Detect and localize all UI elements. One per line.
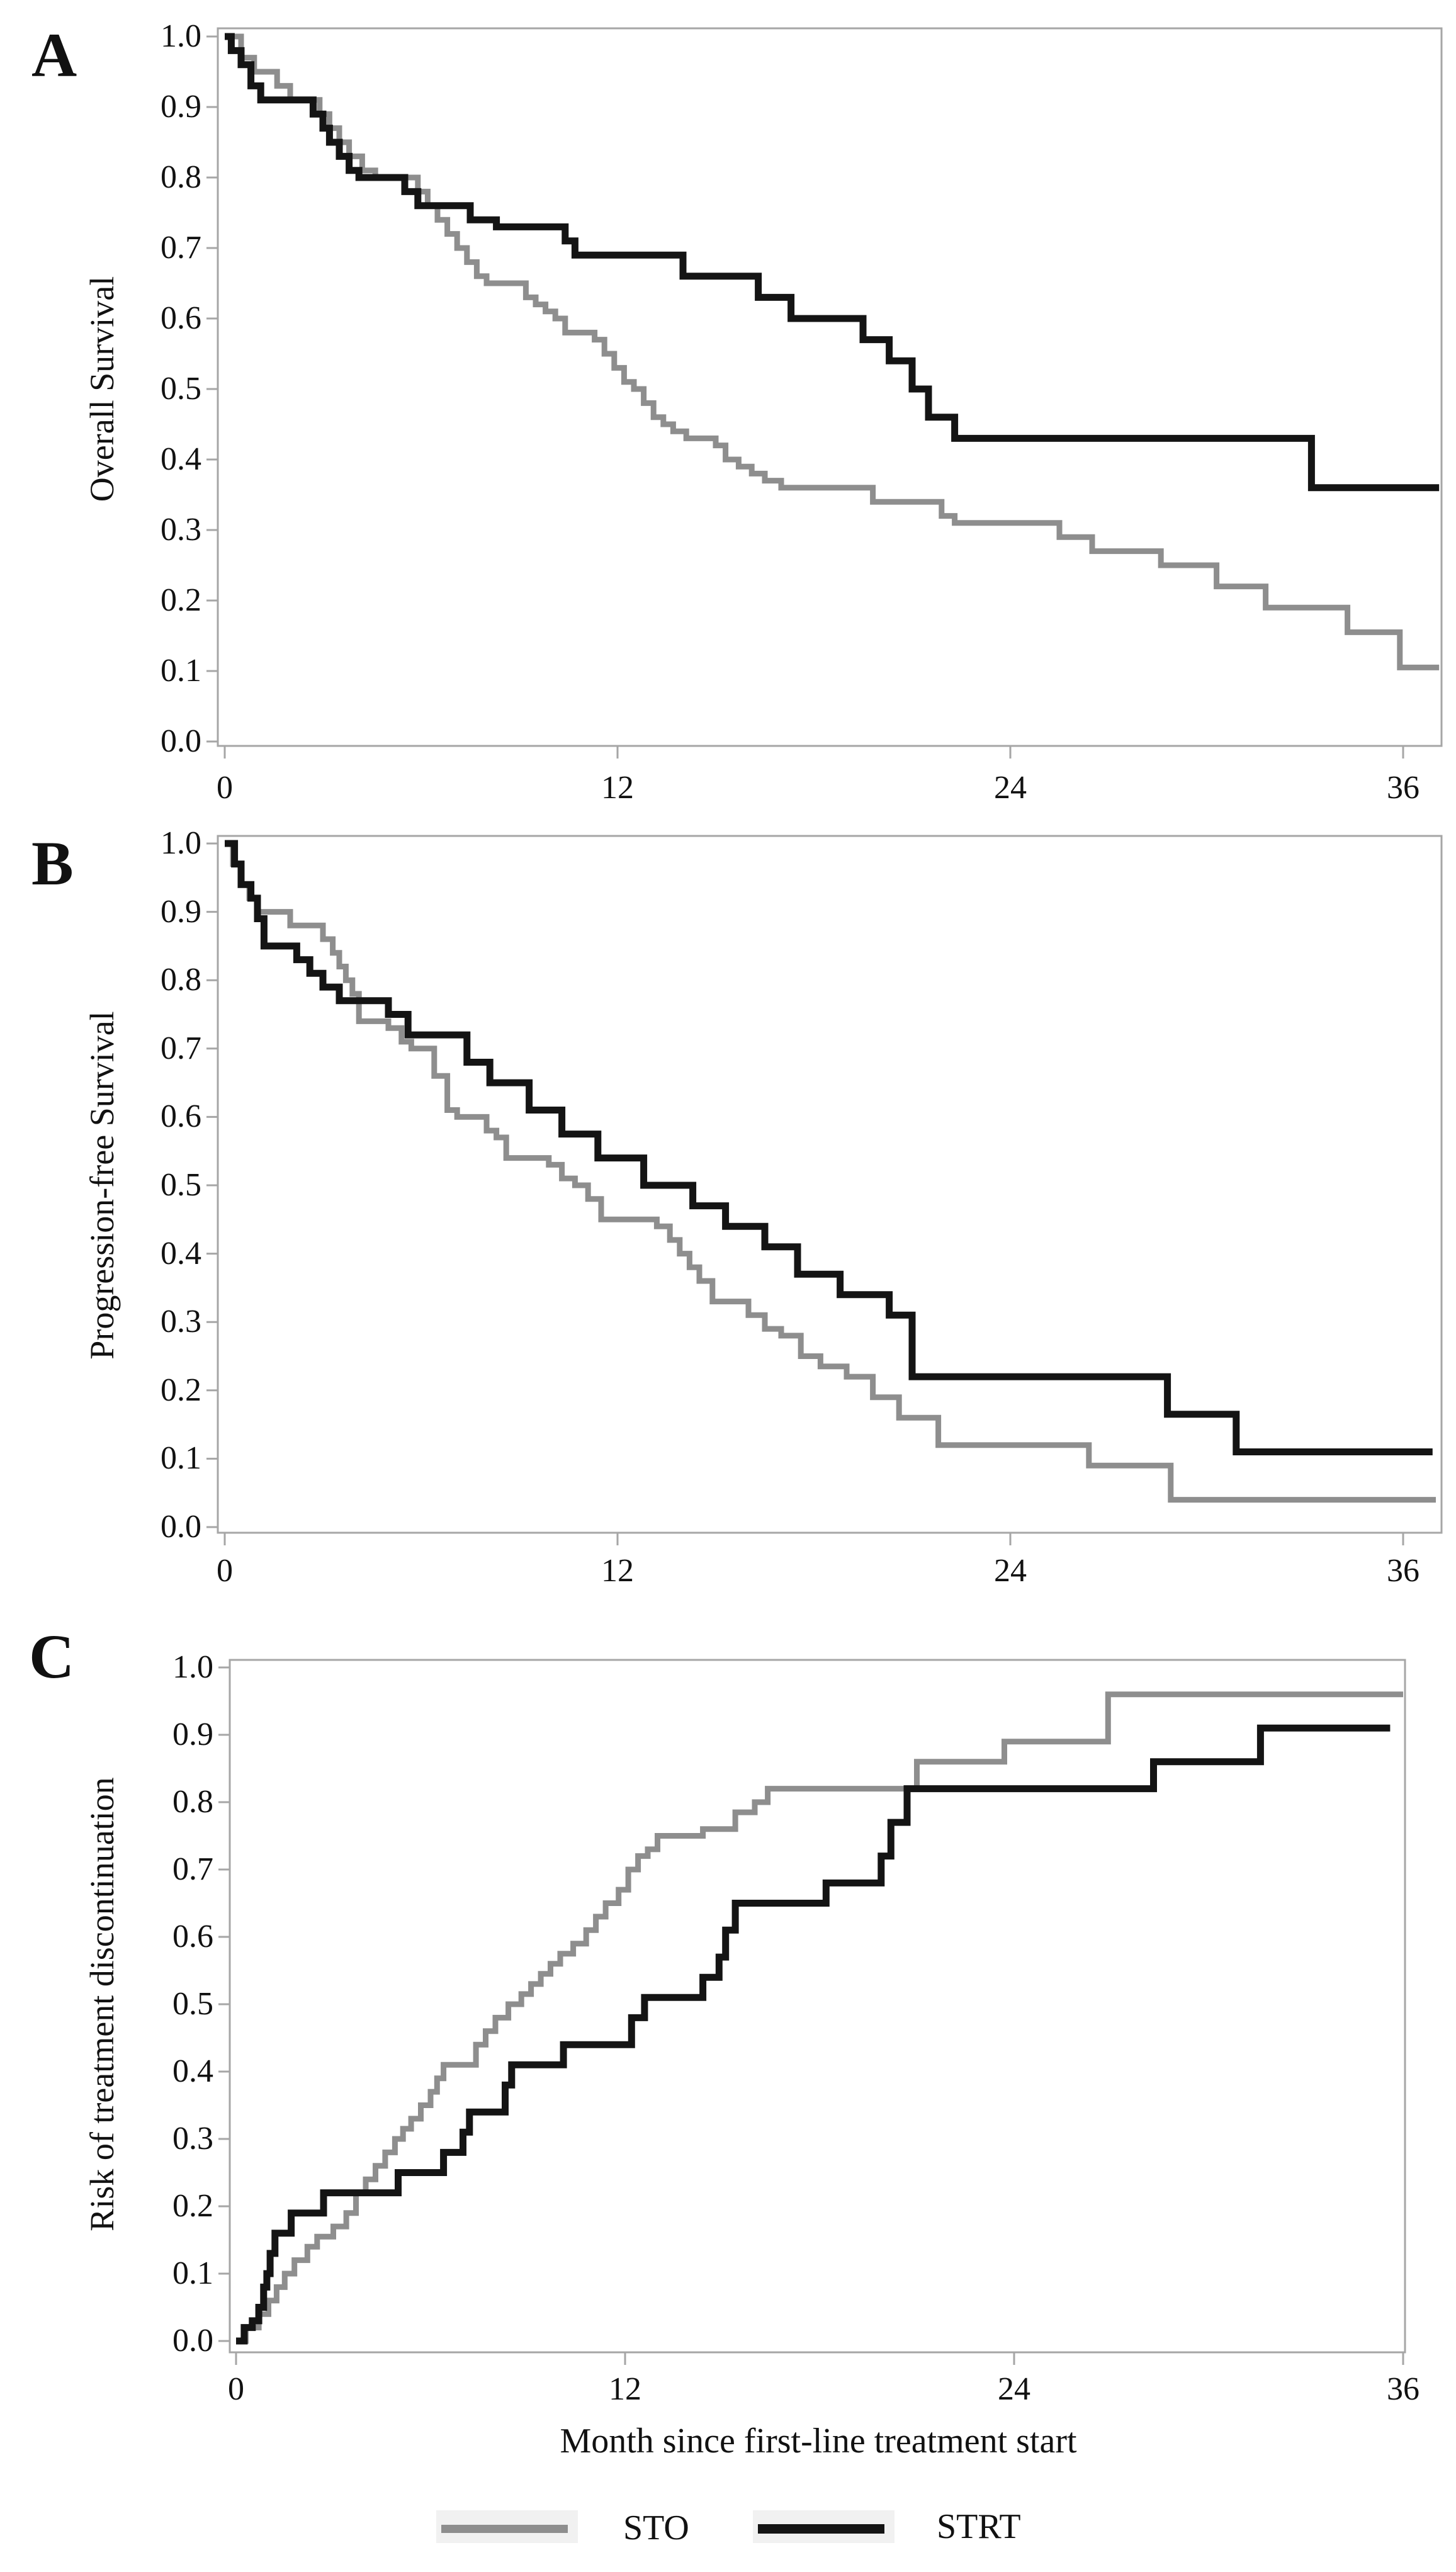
y-tick-label: 0.9 [172, 1717, 213, 1752]
y-tick-label: 0.9 [161, 89, 201, 125]
y-axis-title-risk-of-discontinuation: Risk of treatment discontinuation [83, 1777, 121, 2231]
y-tick-label: 0.4 [161, 441, 201, 477]
x-tick-label: 0 [228, 2371, 244, 2407]
y-tick-label: 0.0 [172, 2323, 213, 2359]
legend-sto-label: STO [623, 2508, 689, 2547]
y-tick-label: 0.8 [172, 1784, 213, 1820]
y-tick-label: 0.5 [172, 1986, 213, 2022]
y-tick-label: 0.0 [161, 1509, 201, 1545]
strt-curve-B [225, 840, 1433, 1455]
strt-curve-A [225, 33, 1440, 492]
y-tick-label: 1.0 [161, 825, 201, 861]
x-tick-label: 12 [601, 770, 634, 806]
plot-frame-C [229, 1659, 1406, 2354]
x-tick-label: 24 [994, 1553, 1027, 1589]
plot-frame-A [217, 27, 1443, 747]
y-tick-label: 0.2 [172, 2188, 213, 2224]
y-tick-label: 0.8 [161, 962, 201, 998]
y-tick-label: 0.6 [161, 300, 201, 336]
panel-b-label: B [31, 828, 74, 898]
y-tick-label: 0.8 [161, 159, 201, 195]
x-tick-label: 36 [1387, 1553, 1419, 1589]
legend-strt-label: STRT [937, 2507, 1021, 2546]
y-tick-label: 0.6 [161, 1098, 201, 1135]
x-tick-label: 0 [217, 770, 233, 806]
y-tick-label: 0.1 [161, 1440, 201, 1477]
sto-curve-B [225, 840, 1436, 1503]
x-tick-label: 36 [1387, 770, 1419, 806]
sto-curve-A [225, 33, 1440, 670]
x-tick-label: 12 [601, 1553, 634, 1589]
legend-strt-line-swatch [758, 2524, 884, 2534]
y-tick-label: 0.7 [161, 230, 201, 266]
y-tick-label: 0.3 [161, 1304, 201, 1340]
x-tick-label: 0 [217, 1553, 233, 1589]
y-tick-label: 0.7 [161, 1030, 201, 1066]
y-tick-label: 1.0 [161, 18, 201, 54]
y-tick-label: 0.3 [172, 2121, 213, 2157]
y-tick-label: 0.7 [172, 1851, 213, 1887]
strt-curve-C [236, 1724, 1391, 2345]
y-tick-label: 0.1 [161, 653, 201, 689]
y-tick-label: 0.1 [172, 2255, 213, 2291]
y-tick-label: 0.6 [172, 1919, 213, 1954]
legend-sto-line-swatch [441, 2525, 568, 2533]
x-tick-label: 36 [1387, 2371, 1419, 2407]
y-tick-label: 0.4 [172, 2053, 213, 2089]
y-tick-label: 0.5 [161, 1167, 201, 1203]
x-tick-label: 12 [609, 2371, 641, 2407]
y-tick-label: 1.0 [172, 1649, 213, 1685]
y-tick-label: 0.9 [161, 893, 201, 930]
plot-frame-B [217, 835, 1443, 1534]
y-tick-label: 0.5 [161, 371, 201, 407]
x-tick-label: 24 [998, 2371, 1030, 2407]
y-tick-label: 0.0 [161, 723, 201, 759]
sto-curve-C [236, 1691, 1403, 2344]
panel-a-label: A [31, 20, 77, 90]
x-tick-label: 24 [994, 770, 1027, 806]
y-tick-label: 0.2 [161, 582, 201, 618]
y-tick-label: 0.2 [161, 1372, 201, 1408]
panel-c-label: C [29, 1622, 75, 1691]
y-tick-label: 0.4 [161, 1235, 201, 1272]
y-tick-label: 0.3 [161, 512, 201, 548]
x-axis-title: Month since first-line treatment start [560, 2422, 1077, 2461]
